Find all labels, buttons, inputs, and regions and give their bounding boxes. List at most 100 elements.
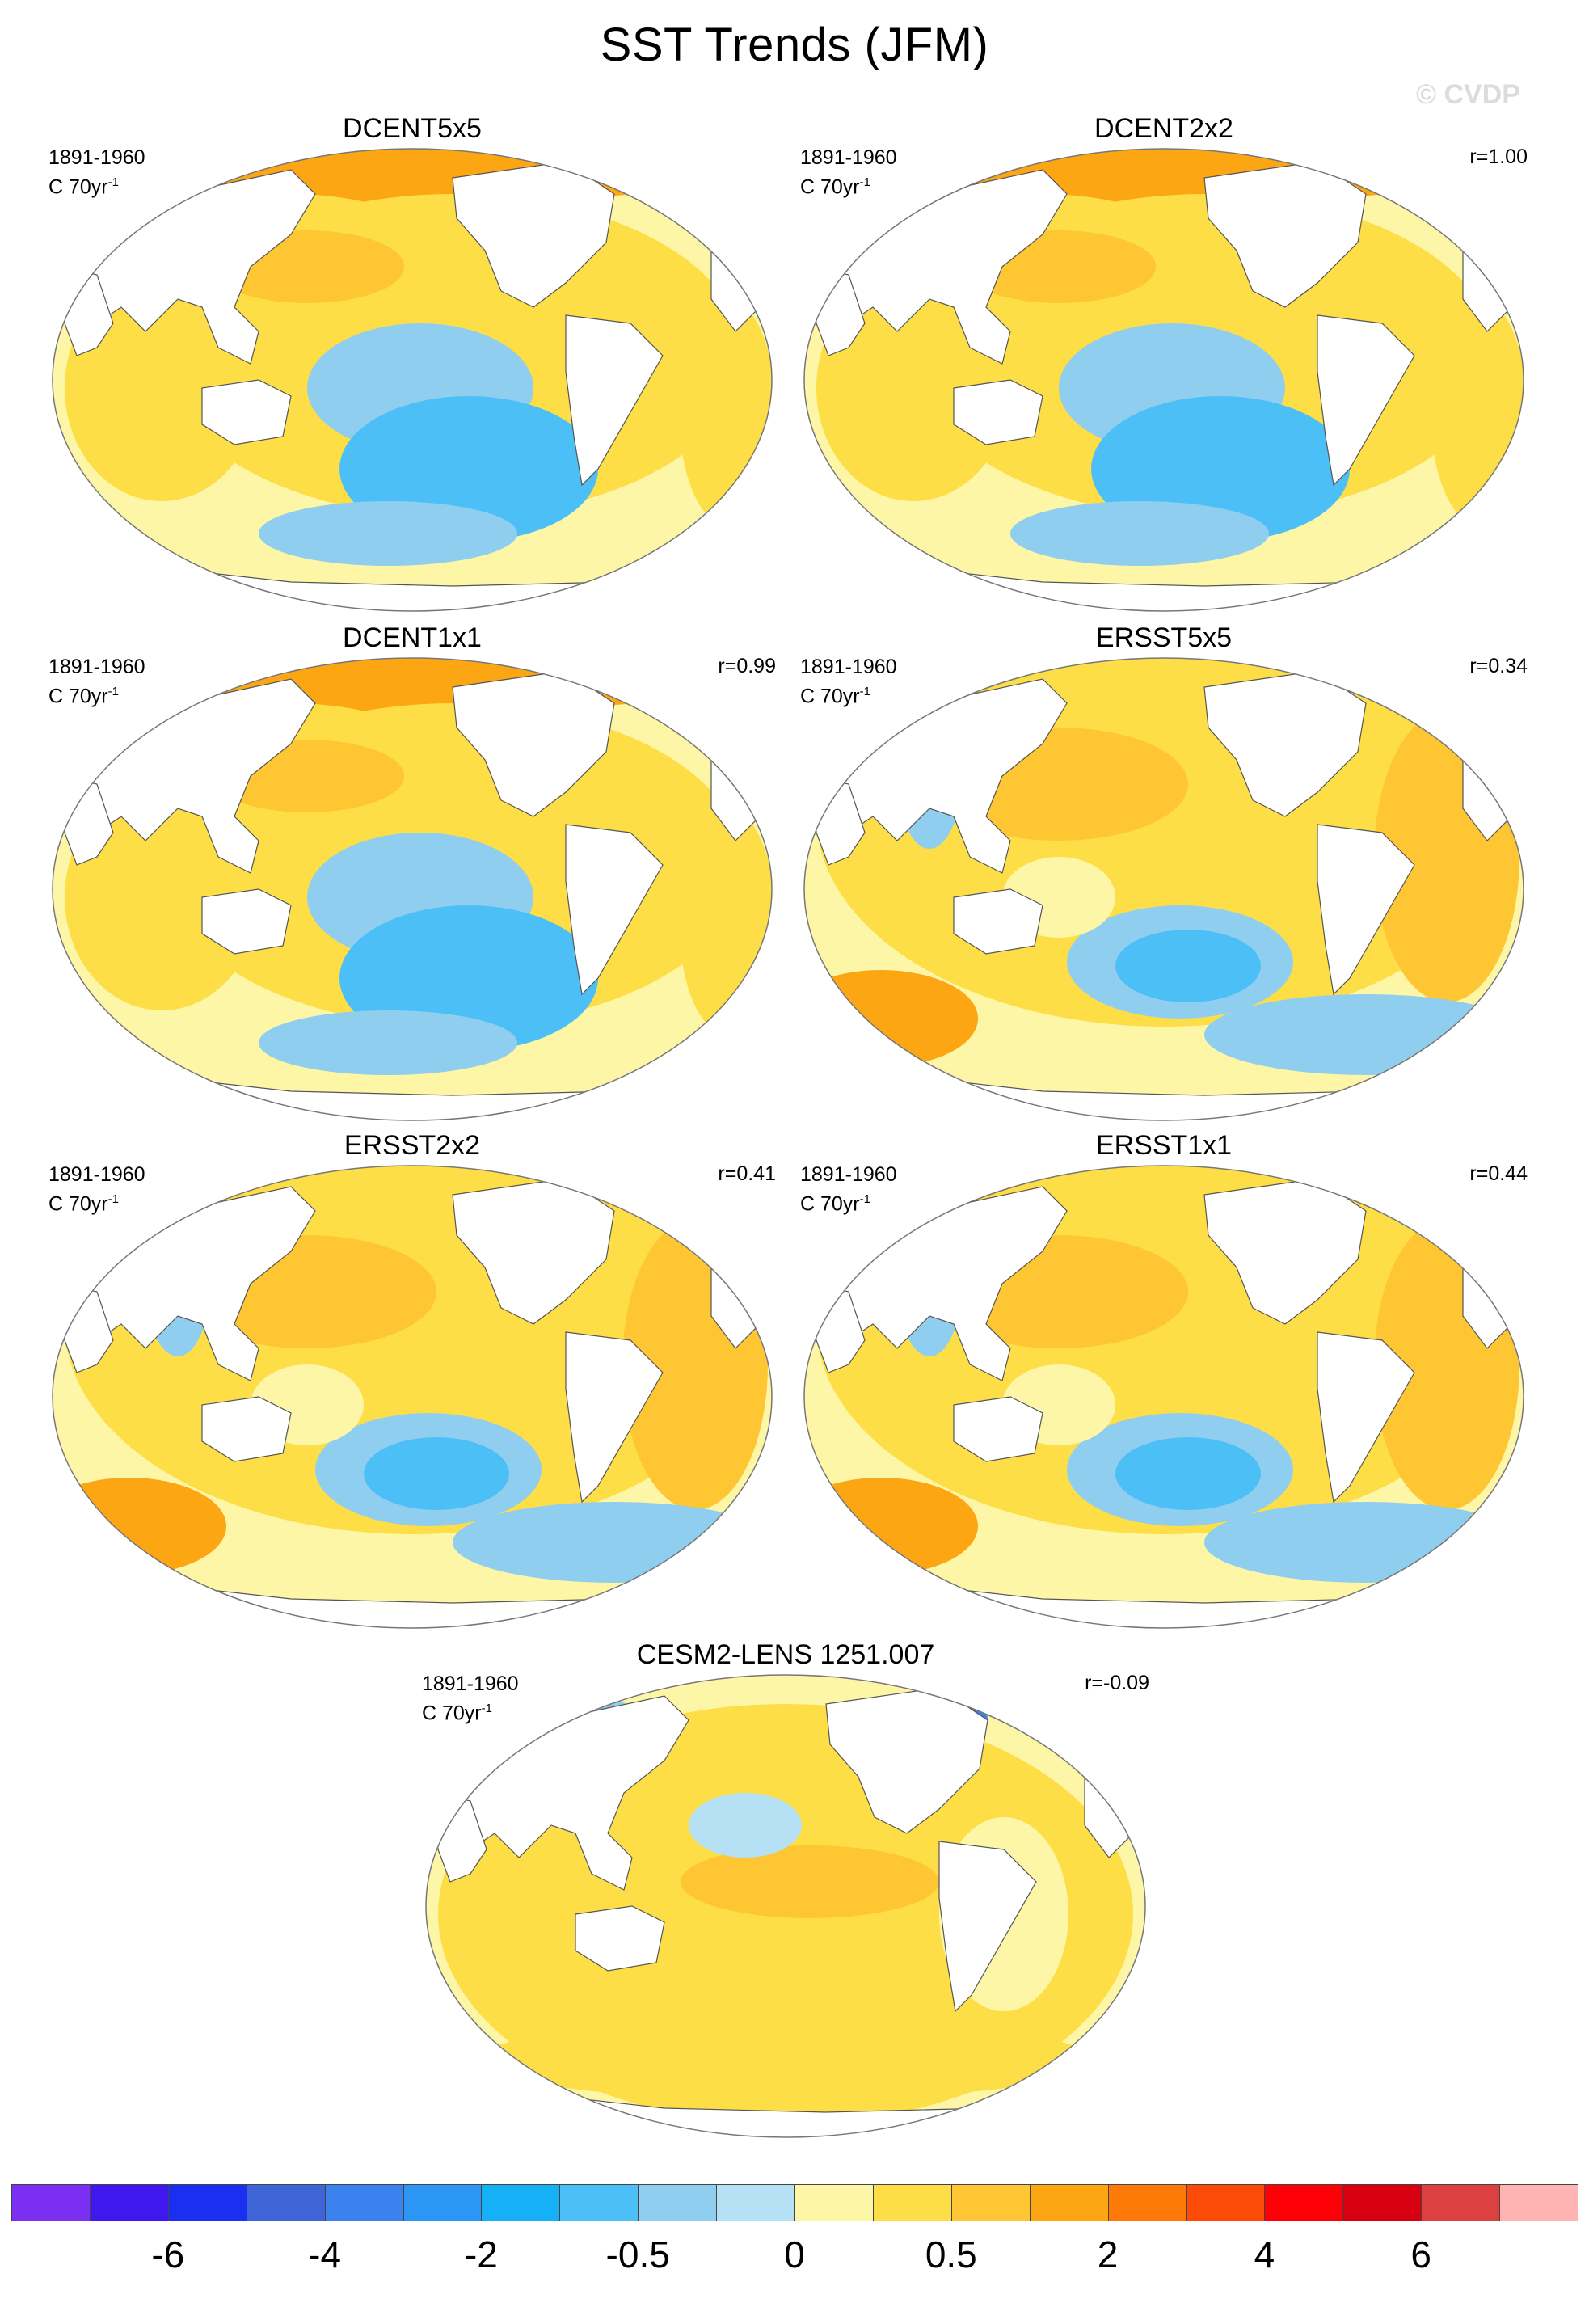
south-america-land (565, 1331, 664, 1504)
colorbar-cell (1186, 2184, 1266, 2221)
colorbar-cell (950, 2184, 1031, 2221)
cvdp-watermark: © CVDP (1416, 79, 1520, 110)
panel-units-exponent: -1 (107, 175, 119, 189)
panel-title: ERSST2x2 (344, 1130, 481, 1161)
sst-anomaly-region (364, 1437, 509, 1510)
colorbar-cell (1499, 2184, 1578, 2221)
panel-title: DCENT2x2 (1094, 113, 1233, 144)
map-panel: DCENT2x2 1891-1960 C 70yr-1 r=1.00 (800, 113, 1528, 614)
panel-units-exponent: -1 (859, 1192, 870, 1206)
sst-anomaly-region (824, 149, 1503, 202)
robinson-map (425, 1674, 1146, 2138)
south-america-land (1317, 824, 1415, 996)
panel-period: 1891-1960 (800, 146, 897, 169)
panel-units-base: C 70yr (800, 1192, 860, 1216)
panel-correlation: r=0.41 (718, 1162, 776, 1185)
figure-title: SST Trends (JFM) (600, 19, 989, 71)
colorbar-tick-label: -4 (308, 2233, 342, 2275)
panel-units: C 70yr-1 (48, 679, 119, 709)
sst-anomaly-region (259, 1010, 517, 1075)
panel-period: 1891-1960 (422, 1672, 519, 1695)
robinson-map (803, 148, 1524, 612)
map-border (52, 1165, 773, 1629)
map-panel: CESM2-LENS 1251.007 1891-1960 C 70yr-1 r=-0… (422, 1639, 1149, 2141)
panel-units: C 70yr-1 (48, 1187, 119, 1217)
australia-land (201, 888, 292, 955)
panel-title: ERSST5x5 (1095, 622, 1233, 653)
panel-units: C 70yr-1 (48, 170, 119, 200)
south-america-land (565, 824, 664, 996)
colorbar-cell (794, 2184, 874, 2221)
colorbar-cell (11, 2184, 91, 2221)
panel-period: 1891-1960 (48, 1163, 145, 1186)
south-america-land (938, 1841, 1037, 2013)
colorbar-cell (324, 2184, 404, 2221)
sst-anomaly-region (65, 784, 259, 1010)
panel-units-exponent: -1 (481, 1702, 492, 1715)
colorbar-tick-label: -2 (464, 2233, 498, 2275)
colorbar-tick-label: 6 (1410, 2233, 1431, 2275)
panel-units-base: C 70yr (800, 175, 860, 199)
panel-title: DCENT1x1 (343, 622, 482, 653)
colorbar-tick-label: 2 (1097, 2233, 1119, 2275)
sst-anomaly-region (453, 1502, 772, 1583)
map-border (52, 148, 773, 612)
colorbar-cell (246, 2184, 326, 2221)
panel-correlation: r=0.44 (1469, 1162, 1528, 1185)
map-panel: DCENT5x5 1891-1960 C 70yr-1 (48, 113, 776, 614)
panel-correlation: r=0.34 (1469, 655, 1528, 677)
sst-anomaly-region (1204, 1502, 1524, 1583)
map-panel: ERSST1x1 1891-1960 C 70yr-1 r=0.44 (800, 1130, 1528, 1631)
colorbar-cell (716, 2184, 795, 2221)
panel-units-exponent: -1 (107, 1192, 119, 1206)
colorbar-cell (481, 2184, 561, 2221)
south-america-land (1317, 1331, 1415, 1504)
panel-period: 1891-1960 (48, 656, 145, 678)
australia-land (953, 379, 1043, 445)
panel-correlation: r=1.00 (1469, 146, 1528, 168)
map-border (425, 1674, 1146, 2138)
panel-period: 1891-1960 (800, 1163, 897, 1186)
australia-land (201, 1396, 292, 1462)
sst-anomaly-region (73, 149, 752, 202)
robinson-map (52, 657, 773, 1121)
colorbar-cell (1421, 2184, 1501, 2221)
sst-anomaly-region (65, 275, 259, 501)
south-america-land (565, 314, 664, 487)
panel-units-exponent: -1 (859, 175, 870, 189)
sst-anomaly-region (1010, 501, 1269, 566)
map-panel: ERSST2x2 1891-1960 C 70yr-1 r=0.41 (48, 1130, 776, 1631)
panel-title: ERSST1x1 (1095, 1130, 1233, 1161)
sst-anomaly-region (1204, 994, 1524, 1075)
panel-units-base: C 70yr (422, 1702, 482, 1725)
panel-units-exponent: -1 (859, 685, 870, 698)
map-panel: ERSST5x5 1891-1960 C 70yr-1 r=0.34 (800, 622, 1528, 1124)
panel-period: 1891-1960 (800, 656, 897, 678)
map-panel: DCENT1x1 1891-1960 C 70yr-1 r=0.99 (48, 622, 776, 1124)
colorbar-tick-label: 0 (784, 2233, 805, 2275)
colorbar-cell (1107, 2184, 1187, 2221)
robinson-map (52, 148, 773, 612)
sst-anomaly-region (1115, 1437, 1261, 1510)
panel-units-base: C 70yr (48, 1192, 108, 1216)
colorbar-cell (403, 2184, 483, 2221)
panel-units-base: C 70yr (800, 685, 860, 708)
panel-units-base: C 70yr (48, 175, 108, 199)
colorbar-cell (1029, 2184, 1109, 2221)
colorbar-cell (89, 2184, 169, 2221)
colorbar-tick-label: -6 (151, 2233, 185, 2275)
map-border (803, 657, 1524, 1121)
sst-anomaly-region (681, 1845, 939, 1918)
panel-units-exponent: -1 (107, 685, 119, 698)
australia-land (953, 1396, 1043, 1462)
sst-anomaly-region (689, 1793, 802, 1858)
robinson-map (52, 1165, 773, 1629)
south-america-land (1317, 314, 1415, 487)
map-border (52, 657, 773, 1121)
robinson-map (803, 1165, 1524, 1629)
australia-land (953, 888, 1043, 955)
sst-anomaly-region (478, 2019, 1093, 2100)
colorbar-cell (1264, 2184, 1344, 2221)
colorbar (11, 2184, 1578, 2223)
colorbar-tick-label: 4 (1254, 2233, 1275, 2275)
